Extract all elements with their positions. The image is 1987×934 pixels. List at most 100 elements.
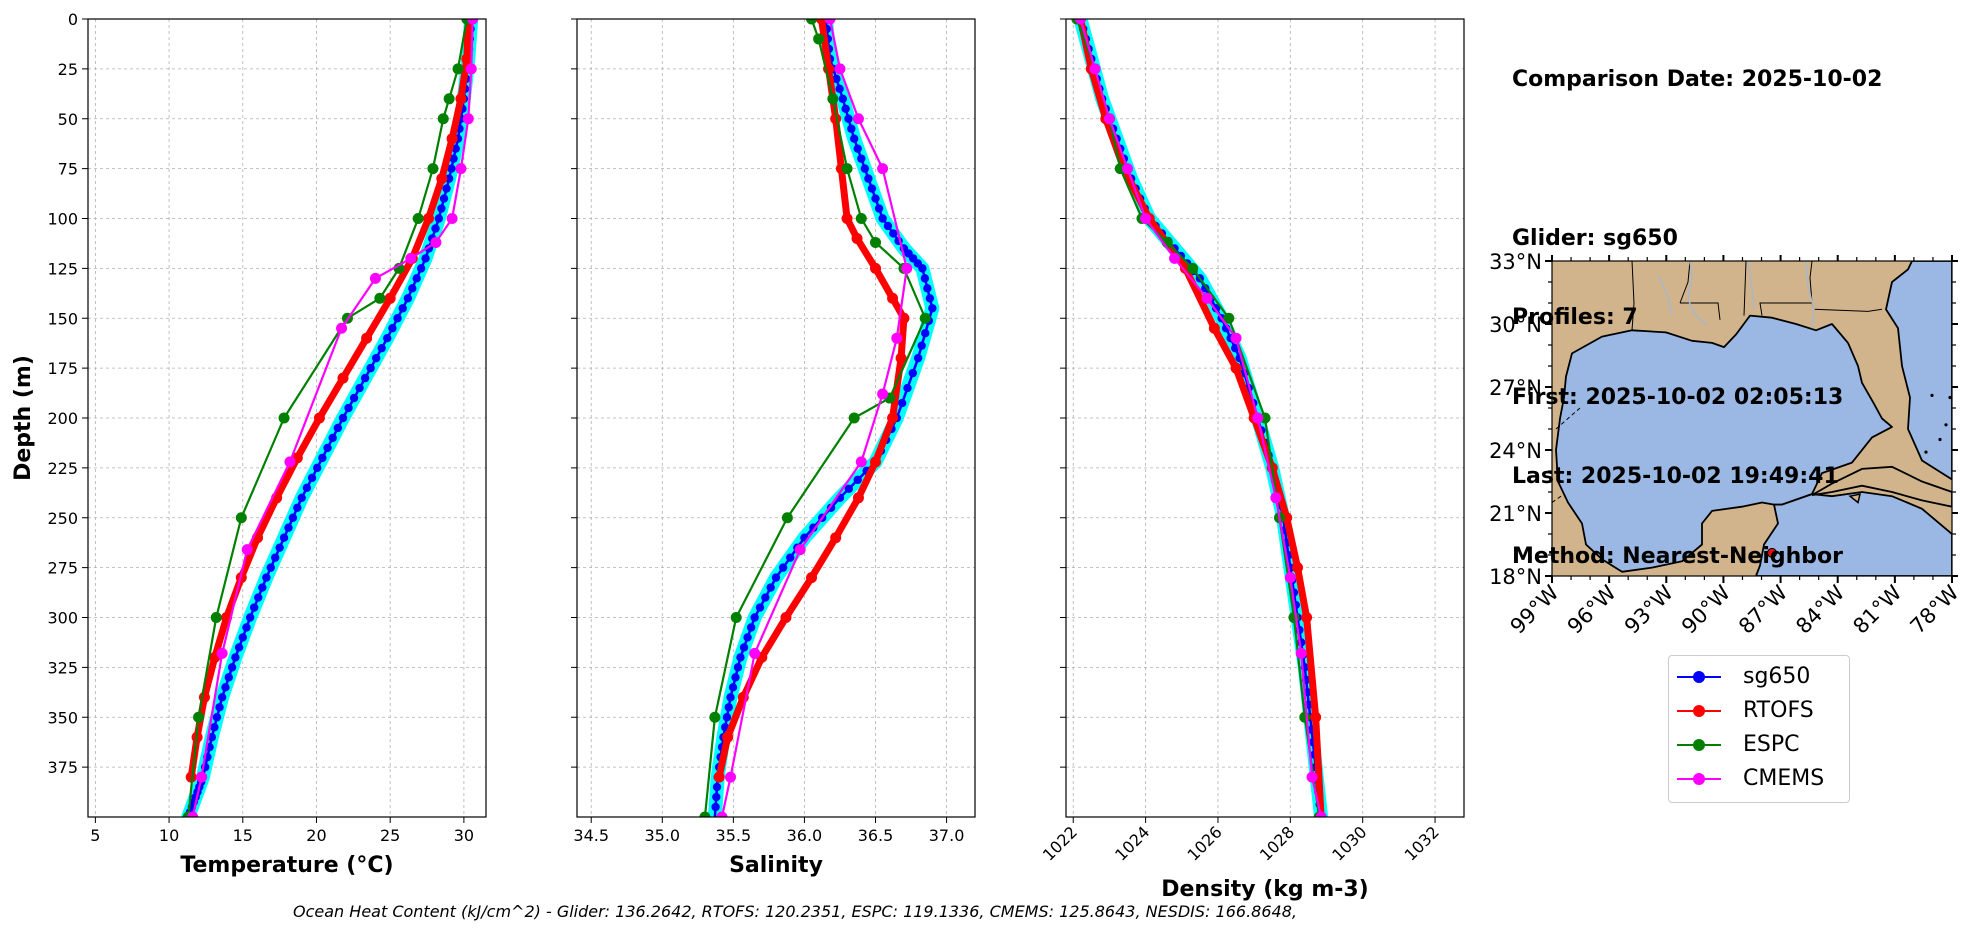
data-point [278, 412, 290, 424]
chart-density: 1022 1024 1026 1028 1030 1032 Density (kg m-3) [1039, 18, 1465, 902]
data-point [185, 771, 197, 783]
data-point [824, 19, 836, 25]
y-tick-label: 25 [58, 60, 78, 79]
data-point [827, 93, 839, 105]
data-point [870, 456, 881, 468]
data-point [444, 174, 454, 183]
data-point [1230, 362, 1242, 374]
data-point [451, 144, 460, 153]
lat-tick-label: 27°N [1489, 376, 1542, 400]
data-point [898, 312, 910, 324]
x-tick-label: 37.0 [929, 826, 965, 845]
data-point [813, 33, 825, 45]
data-point [235, 512, 247, 524]
legend-label: sg650 [1743, 664, 1811, 689]
data-point [446, 213, 458, 224]
data-point [193, 711, 205, 723]
data-point [262, 573, 271, 582]
data-point [355, 383, 364, 393]
y-tick-label: 150 [47, 309, 78, 328]
data-point [844, 114, 853, 123]
data-point [245, 613, 255, 622]
data-point [897, 398, 907, 408]
data-point [1230, 332, 1242, 344]
data-point [860, 164, 870, 173]
data-point [766, 583, 775, 592]
data-point [743, 633, 752, 642]
series-cmems [1074, 19, 1327, 817]
data-point [430, 236, 442, 248]
state-border [1679, 261, 1691, 304]
data-point [908, 368, 918, 378]
data-point [1223, 312, 1235, 324]
data-point [891, 332, 903, 344]
map-frame [1551, 260, 1953, 577]
data-point [730, 612, 742, 623]
x-tick-label: 25 [380, 826, 400, 845]
data-point [746, 623, 756, 632]
data-point [408, 284, 417, 293]
profile-count: Profiles: 7 [1512, 305, 1638, 330]
data-point [1089, 63, 1101, 75]
data-point [806, 572, 818, 584]
data-point [835, 84, 844, 94]
legend-item-sg650: sg650 [1669, 660, 1849, 694]
data-point [736, 653, 745, 662]
lat-tick-label: 30°N [1489, 313, 1542, 337]
ocean-heat-content-caption: Ocean Heat Content (kJ/cm^2) - Glider: 1… [293, 902, 1297, 921]
data-point [712, 792, 721, 802]
data-point [1252, 412, 1264, 424]
data-point [369, 272, 381, 284]
y-tick-label: 225 [47, 459, 78, 478]
data-point [434, 214, 444, 223]
data-point [302, 483, 312, 493]
data-point [877, 163, 889, 175]
plot-area [699, 19, 940, 817]
data-point [254, 593, 263, 602]
data-point [750, 613, 759, 622]
data-point [1140, 213, 1152, 224]
plot-area [181, 19, 479, 817]
data-point [722, 731, 734, 743]
data-point [841, 213, 853, 224]
data-point [755, 603, 765, 612]
data-point [877, 388, 889, 400]
data-point [398, 304, 407, 313]
y-tick-label: 100 [47, 210, 78, 229]
series-rtofs [713, 19, 910, 783]
data-point [328, 433, 337, 443]
data-point [337, 372, 349, 384]
data-point [1187, 262, 1199, 274]
data-point [216, 647, 228, 659]
data-point [895, 352, 907, 364]
data-point [279, 533, 289, 542]
data-point [374, 292, 386, 304]
data-point [461, 53, 473, 65]
state-border [1680, 302, 1721, 320]
data-point [864, 174, 873, 183]
legend-label: RTOFS [1743, 698, 1814, 723]
data-point [412, 274, 421, 283]
data-point [855, 213, 867, 224]
data-point [815, 19, 827, 25]
data-point [832, 74, 841, 84]
data-point [794, 544, 806, 556]
data-point [834, 63, 846, 75]
data-point [1169, 252, 1181, 264]
isla-de-la-juventud [1848, 493, 1862, 504]
lat-tick-label: 33°N [1489, 250, 1542, 274]
data-point [258, 583, 267, 592]
data-point [1074, 19, 1086, 25]
data-point [725, 771, 737, 783]
series-espc [699, 19, 931, 817]
data-point [855, 456, 867, 468]
y-axis-label: Depth (m) [11, 355, 36, 481]
y-tick-label: 250 [47, 509, 78, 528]
data-point [423, 213, 435, 224]
data-point [421, 254, 430, 263]
data-point [371, 353, 381, 363]
glider-position-marker [1767, 547, 1777, 558]
gulf-of-mexico [1555, 314, 1893, 573]
data-point [224, 673, 233, 682]
data-point [1301, 612, 1313, 623]
